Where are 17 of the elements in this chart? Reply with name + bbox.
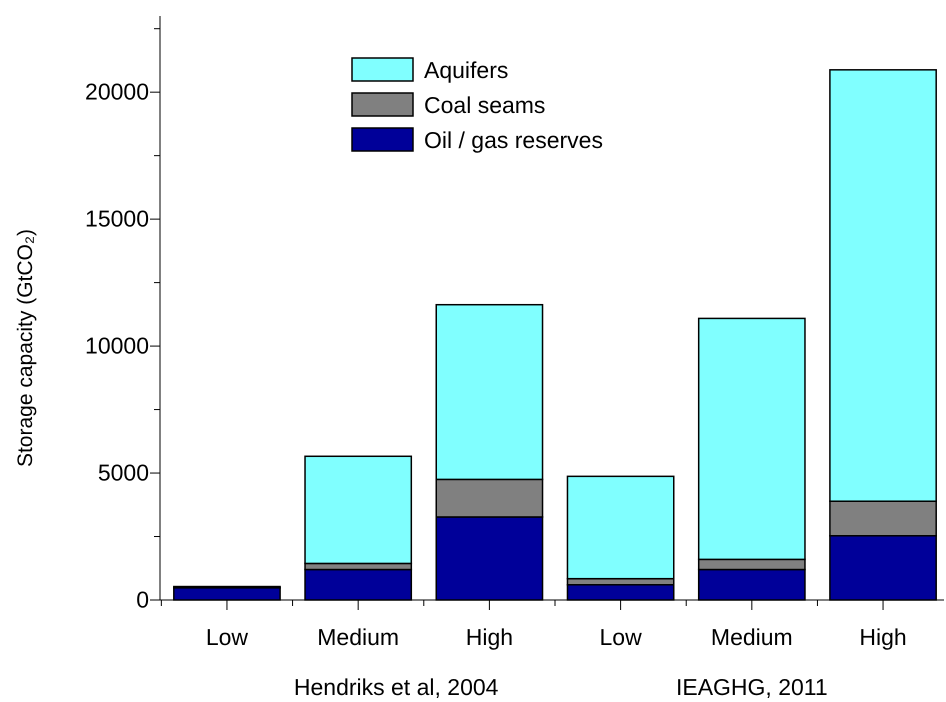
text: IEAGHG, 2011: [676, 674, 828, 700]
y-tick-label: 0: [136, 586, 149, 612]
y-tick-label: 15000: [85, 205, 149, 232]
x-tick-label: Medium: [317, 624, 400, 650]
y-tick-label: 10000: [85, 332, 149, 358]
x-tick-label: Low: [206, 624, 248, 650]
x-tick-label: High: [466, 624, 514, 650]
x-tick-label: Medium: [710, 624, 793, 650]
text: Hendriks et al, 2004: [294, 674, 499, 700]
legend-label: Coal seams: [424, 92, 546, 118]
y-axis-title: Storage capacity (GtCO₂): [14, 228, 37, 468]
y-tick-label: 20000: [85, 78, 149, 105]
x-tick-label: Low: [600, 624, 642, 650]
legend-label: Aquifers: [424, 57, 508, 83]
x-tick-label: High: [859, 624, 907, 650]
legend-label: Oil / gas reserves: [424, 127, 603, 153]
y-tick-label: 5000: [98, 459, 149, 486]
